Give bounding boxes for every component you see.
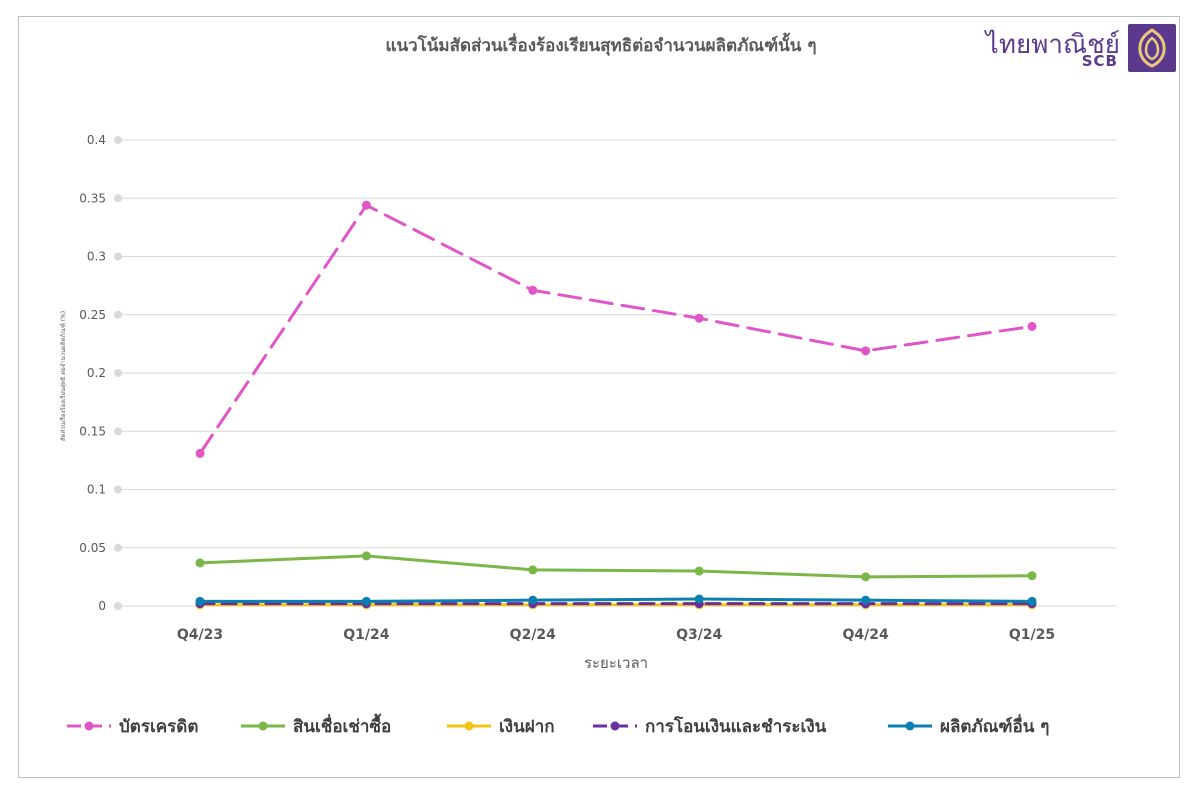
y-tick-label: 0.35 — [79, 191, 106, 205]
data-point — [195, 558, 205, 568]
legend-swatch-marker — [610, 721, 620, 731]
y-tick-label: 0.1 — [87, 483, 106, 497]
logo-name-en: SCB — [1081, 52, 1118, 70]
legend-swatch-marker — [905, 721, 915, 731]
x-tick-label: Q1/25 — [1009, 627, 1055, 643]
chart-frame: แนวโน้มสัดส่วนเรื่องร้องเรียนสุทธิต่อจำน… — [18, 16, 1180, 778]
y-tick-label: 0.15 — [79, 424, 106, 438]
data-point — [528, 595, 538, 605]
data-point — [528, 565, 538, 575]
data-point — [1027, 571, 1037, 581]
legend-label: เงินฝาก — [499, 717, 555, 737]
gridline-marker — [114, 194, 122, 203]
y-tick-label: 0.05 — [79, 541, 106, 555]
y-tick-label: 0.4 — [87, 133, 106, 147]
data-point — [694, 594, 704, 604]
data-point — [861, 346, 871, 356]
y-axis-title: สัดส่วนเรื่องร้องเรียนสุทธิ ต่อจำนวนผลิต… — [59, 311, 67, 441]
legend-label: การโอนเงินและชำระเงิน — [645, 716, 827, 737]
data-point — [861, 595, 871, 605]
gridline-marker — [114, 252, 122, 261]
data-point — [361, 551, 371, 561]
gridline-marker — [114, 543, 122, 552]
gridline-marker — [114, 369, 122, 377]
y-tick-label: 0.3 — [87, 250, 106, 264]
scb-logo: ไทยพาณิชย์ SCB — [986, 22, 1178, 74]
series-line — [198, 597, 1034, 603]
x-tick-label: Q1/24 — [343, 627, 389, 643]
data-point — [528, 285, 538, 295]
gridline-marker — [114, 427, 122, 436]
line-chart: แนวโน้มสัดส่วนเรื่องร้องเรียนสุทธิต่อจำน… — [59, 32, 1116, 737]
gridline-marker — [114, 602, 122, 610]
legend-label: ผลิตภัณฑ์อื่น ๆ — [940, 714, 1049, 737]
legend-label: สินเชื่อเช่าซื้อ — [293, 713, 391, 737]
gridline-marker — [114, 136, 122, 144]
data-point — [694, 566, 704, 576]
legend-label: บัตรเครดิต — [119, 717, 198, 737]
y-tick-label: 0.25 — [79, 308, 106, 322]
data-point — [861, 572, 871, 582]
x-tick-label: Q4/23 — [177, 627, 223, 643]
data-point — [195, 596, 205, 606]
series-line — [198, 203, 1034, 455]
legend-swatch-marker — [258, 721, 268, 731]
scb-shrine-emblem-icon — [1128, 24, 1176, 72]
y-tick-label: 0.2 — [87, 366, 106, 380]
data-point — [694, 313, 704, 323]
data-point — [1027, 596, 1037, 606]
x-tick-label: Q2/24 — [510, 627, 556, 643]
x-tick-label: Q4/24 — [842, 627, 888, 643]
legend-swatch-marker — [464, 721, 474, 731]
series-line — [198, 554, 1034, 579]
y-tick-label: 0 — [98, 599, 106, 613]
data-point — [361, 200, 371, 210]
x-tick-label: Q3/24 — [676, 627, 722, 643]
gridline-marker — [114, 485, 122, 494]
legend-swatch-marker — [84, 721, 94, 731]
logo-name-th: ไทยพาณิชย์ — [985, 30, 1120, 60]
chart-title: แนวโน้มสัดส่วนเรื่องร้องเรียนสุทธิต่อจำน… — [386, 32, 817, 56]
data-point — [1027, 321, 1037, 331]
gridline-marker — [114, 310, 122, 319]
x-axis-title: ระยะเวลา — [584, 654, 648, 672]
data-point — [195, 448, 205, 458]
data-point — [361, 596, 371, 606]
